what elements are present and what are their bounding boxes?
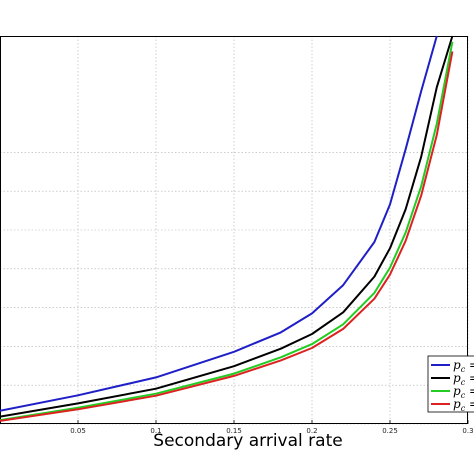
series-group: [0, 35, 454, 422]
legend-label-1: pc =: [453, 358, 474, 374]
series-line-4: [0, 51, 454, 422]
legend-label-4: pc =: [453, 397, 474, 413]
x-tick-label: 0.2: [306, 427, 317, 435]
series-line-1: [0, 35, 438, 412]
x-tick-label: 0.05: [70, 427, 86, 435]
legend: pc =pc =pc =pc =: [427, 355, 474, 413]
x-tick-label: 0.15: [226, 427, 242, 435]
legend-label-3: pc =: [453, 384, 474, 400]
legend-label-2: pc =: [453, 371, 474, 387]
series-line-2: [0, 35, 454, 418]
series-line-3: [0, 41, 454, 422]
x-axis-label: Secondary arrival rate: [153, 431, 342, 451]
x-tick-label: 0.3: [462, 427, 473, 435]
x-axis-ticks: 0.05 0.1 0.15 0.2 0.25 0.3: [70, 420, 474, 435]
x-tick-label: 0.1: [150, 427, 161, 435]
x-tick-label: 0.25: [382, 427, 398, 435]
